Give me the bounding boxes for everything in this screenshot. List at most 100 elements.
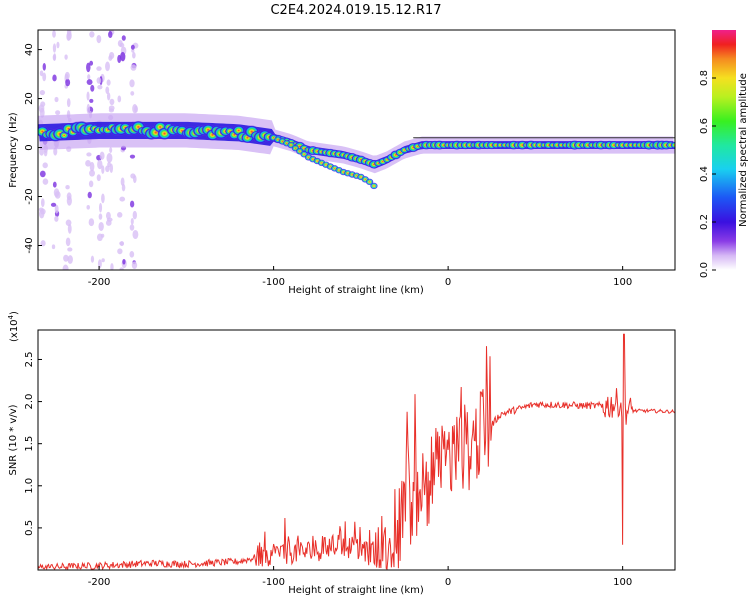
colorbar-ticks: 0.0 0.2 0.4 0.6 0.8 <box>699 70 716 278</box>
spectrogram-noise <box>65 237 71 247</box>
figure-title: C2E4.2024.019.15.12.R17 <box>270 3 441 18</box>
spectrogram-noise <box>52 74 57 82</box>
spectrogram-noise <box>101 193 105 204</box>
spectrogram-noise <box>89 60 94 66</box>
spectrogram-noise <box>122 258 126 265</box>
spectrogram-noise <box>105 165 110 173</box>
colorbar-gradient <box>712 30 736 270</box>
spectrogram-noise <box>50 202 57 207</box>
spectrogram-noise <box>40 240 46 247</box>
spectrogram-noise <box>39 170 46 178</box>
spectrogram-noise <box>106 217 113 222</box>
spectrogram-noise <box>98 213 103 220</box>
spectrogram-noise <box>129 200 135 208</box>
snr-y-tick-label: 1.0 <box>24 478 35 494</box>
spectrogram-noise <box>121 35 126 41</box>
spectrogram-noise <box>119 267 124 270</box>
spectrogram-noise <box>96 77 102 84</box>
snr-x-ticks: -200 -100 0 100 <box>88 566 632 588</box>
spectrogram-noise <box>119 241 124 246</box>
spectrogram-x-tick-label: 0 <box>445 277 451 288</box>
spectrogram-x-tick-label: -100 <box>262 277 285 288</box>
colorbar-tick-label: 0.0 <box>699 262 710 278</box>
snr-scale-label: (x104) <box>7 311 20 342</box>
spectrogram-noise <box>40 208 46 215</box>
spectrogram-noise <box>67 247 73 252</box>
spectrogram-frame <box>37 29 676 271</box>
spectrogram-x-tick-label: -200 <box>88 277 111 288</box>
colorbar: 0.0 0.2 0.4 0.6 0.8 Normalized spectral ampl… <box>699 30 749 278</box>
spectrogram-noise <box>54 96 59 103</box>
spectrogram-noise <box>106 92 111 101</box>
snr-y-tick-label: 2.5 <box>24 352 35 368</box>
spectrogram-noise <box>54 204 59 214</box>
spectrogram-y-ticks: 40 20 0 -20 -40 <box>24 43 42 254</box>
spectrogram-noise <box>42 162 48 169</box>
snr-plot-area <box>38 330 675 570</box>
spectrogram-noise <box>90 84 95 92</box>
spectrogram-noise <box>42 63 46 71</box>
spectrogram-noise <box>117 212 123 218</box>
spectrogram-noise <box>120 51 126 62</box>
snr-frame <box>37 329 676 571</box>
snr-y-tick-label: 0.5 <box>24 520 35 536</box>
spectrogram-y-tick-label: 40 <box>24 43 35 56</box>
snr-x-label: Height of straight line (km) <box>288 585 424 596</box>
spectrogram-noise <box>106 153 113 163</box>
snr-series-line <box>38 333 675 570</box>
spectrogram-noise <box>96 233 103 242</box>
spectrogram-secondary-trace <box>369 182 378 190</box>
spectrogram-noise <box>129 154 136 159</box>
snr-scale-exponent: 4 <box>7 314 15 319</box>
spectrogram-noise <box>65 185 70 190</box>
spectrogram-noise <box>119 42 125 48</box>
spectrogram-noise <box>98 202 103 213</box>
spectrogram-noise <box>89 169 95 177</box>
spectrogram-noise <box>66 195 72 206</box>
spectrogram-noise <box>64 71 70 80</box>
spectrogram-y-tick-label: -20 <box>24 188 35 204</box>
spectrogram-noise <box>132 52 136 59</box>
spectrogram-noise <box>105 86 110 94</box>
spectrogram-noise <box>64 54 68 60</box>
spectrogram-noise <box>99 151 105 160</box>
colorbar-label: Normalized spectral amplitude <box>738 73 749 227</box>
spectrogram-noise <box>129 251 135 258</box>
spectrogram-noise <box>40 198 45 208</box>
colorbar-tick-label: 0.4 <box>699 166 710 182</box>
spectrogram-y-tick-label: -40 <box>24 237 35 253</box>
snr-x-tick-label: -200 <box>88 577 111 588</box>
spectrogram-noise <box>121 183 126 192</box>
spectrogram-main-trace <box>670 141 675 149</box>
snr-y-label: SNR (10 * v/v) <box>8 404 19 475</box>
spectrogram-noise <box>90 255 95 263</box>
colorbar-tick-label: 0.8 <box>699 70 710 86</box>
spectrogram-noise <box>109 51 115 60</box>
spectrogram-noise <box>88 180 94 188</box>
spectrogram-noise <box>52 54 56 61</box>
spectrogram-noise <box>65 78 71 87</box>
spectrogram-noise <box>89 98 94 103</box>
snr-y-tick-label: 1.5 <box>24 436 35 452</box>
spectrogram-x-tick-label: 100 <box>613 277 632 288</box>
spectrogram-noise <box>110 263 114 270</box>
snr-x-tick-label: -100 <box>262 577 285 588</box>
spectrogram-noise <box>42 178 49 185</box>
spectrogram-noise <box>51 244 56 250</box>
spectrogram-x-label: Height of straight line (km) <box>288 285 424 296</box>
spectrogram-noise <box>52 43 57 53</box>
spectrogram-x-ticks: -200 -100 0 100 <box>88 266 632 288</box>
colorbar-tick-label: 0.2 <box>699 214 710 230</box>
spectrogram-noise <box>66 98 71 108</box>
spectrogram-noise <box>62 264 69 270</box>
spectrogram-noise <box>120 177 125 186</box>
spectrogram-noise <box>85 160 91 167</box>
spectrogram-y-label: Frequency (Hz) <box>8 112 19 188</box>
spectrogram-noise <box>109 147 113 154</box>
spectrogram-noise <box>89 31 95 38</box>
spectrogram-noise <box>87 74 91 80</box>
spectrogram-noise <box>133 175 137 184</box>
snr-x-tick-label: 0 <box>445 577 451 588</box>
spectrogram-noise <box>54 215 59 222</box>
spectrogram-noise <box>40 101 46 107</box>
